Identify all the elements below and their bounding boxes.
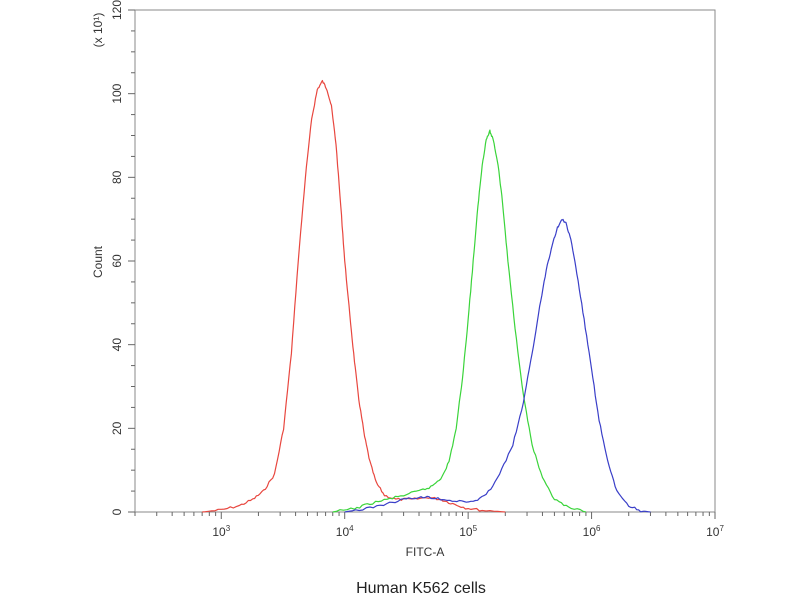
y-axis-multiplier: (x 10¹) [91,13,105,48]
y-axis-ticks: 0 20 40 60 80 100 120 [110,0,135,515]
x-axis-ticks: 103 104 105 106 107 [134,512,724,539]
x-tick-label: 106 [583,524,601,539]
chart-caption: Human K562 cells [356,580,486,597]
y-tick-label: 100 [110,83,124,103]
x-tick-label: 107 [706,524,724,539]
y-tick-label: 60 [110,254,124,268]
x-tick-label: 104 [336,524,354,539]
y-tick-label: 120 [110,0,124,20]
histogram-series-3 [344,218,651,513]
x-axis-label: FITC-A [406,545,445,559]
y-axis-label: Count [91,245,105,278]
plot-frame [134,9,716,513]
histogram-series-2 [332,129,587,513]
y-tick-label: 0 [110,508,124,515]
y-tick-label: 20 [110,421,124,435]
series-layer [202,79,651,513]
x-tick-label: 103 [212,524,230,539]
y-tick-label: 80 [110,170,124,184]
x-tick-label: 105 [459,524,477,539]
y-tick-label: 40 [110,338,124,352]
